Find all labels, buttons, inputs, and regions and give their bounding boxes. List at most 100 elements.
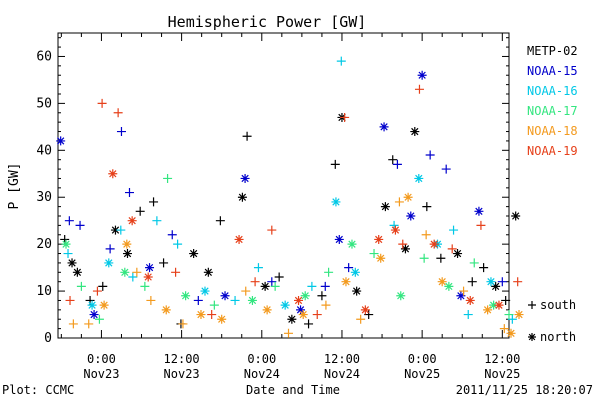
data-point-north [108, 169, 118, 179]
legend-entry-noaa-19: NOAA-19 [527, 144, 578, 158]
y-axis-label: P [GW] [7, 163, 22, 210]
x-axis-label: Date and Time [246, 383, 340, 397]
data-point-south [320, 281, 330, 291]
data-point-north [89, 310, 99, 320]
series-noaa-17 [61, 173, 514, 324]
data-point-north [379, 122, 389, 132]
data-point-north [294, 295, 304, 305]
data-point-north [410, 127, 420, 137]
data-point-south [250, 277, 260, 287]
data-point-south [267, 277, 277, 287]
data-point-north [61, 239, 71, 249]
legend-entry-noaa-17: NOAA-17 [527, 104, 578, 118]
data-point-north [406, 211, 416, 221]
data-point-north [87, 300, 97, 310]
data-point-south [76, 281, 86, 291]
data-point-north [444, 281, 454, 291]
data-point-north [334, 234, 344, 244]
data-point-north [429, 239, 439, 249]
data-point-south [504, 310, 514, 320]
data-point-north [456, 291, 466, 301]
series-noaa-16 [63, 56, 517, 324]
legend-entry-metp-02: METP-02 [527, 44, 578, 58]
data-point-north [237, 192, 247, 202]
x-tick-time-label: 12:00 [324, 352, 360, 366]
data-point-south [284, 328, 294, 338]
data-point-north [396, 291, 406, 301]
data-point-south [97, 98, 107, 108]
data-point-south [135, 206, 145, 216]
y-axis-ticks: 0 10 20 30 40 50 60 [36, 37, 509, 346]
hemisphere-marker-legend: south north [528, 298, 576, 344]
data-point-north [360, 305, 370, 315]
x-tick-date-label: Nov23 [83, 367, 119, 381]
data-point-south [116, 127, 126, 137]
data-point-south [344, 263, 354, 273]
data-point-north [280, 300, 290, 310]
data-point-north [240, 173, 250, 183]
data-point-north [417, 70, 427, 80]
data-point-north [104, 258, 114, 268]
data-point-south [356, 314, 366, 324]
data-point-north [331, 197, 341, 207]
data-point-north [234, 234, 244, 244]
data-point-south [146, 295, 156, 305]
plot-credit: Plot: CCMC [2, 383, 74, 397]
data-point-south [242, 131, 252, 141]
data-point-south [98, 281, 108, 291]
data-point-south [398, 239, 408, 249]
data-point-north [376, 253, 386, 263]
data-point-south [207, 310, 217, 320]
data-point-south [513, 277, 523, 287]
data-point-north [220, 291, 230, 301]
data-point-north [437, 277, 447, 287]
y-tick-label: 50 [36, 96, 52, 111]
data-point-south [113, 108, 123, 118]
data-point-north [491, 281, 501, 291]
data-point-north [262, 305, 272, 315]
data-point-north [296, 305, 306, 315]
data-point-south [253, 263, 263, 273]
data-point-south [392, 159, 402, 169]
data-point-south [312, 310, 322, 320]
data-point-south [364, 310, 374, 320]
data-point-south [94, 314, 104, 324]
data-point-south [388, 155, 398, 165]
data-point-north [494, 300, 504, 310]
data-point-south [479, 263, 489, 273]
y-tick-label: 0 [44, 331, 52, 346]
data-point-north [489, 300, 499, 310]
x-tick-time-label: 12:00 [484, 352, 520, 366]
data-point-south [463, 310, 473, 320]
data-point-south [64, 216, 74, 226]
data-point-south [128, 272, 138, 282]
plot-frame [57, 32, 510, 339]
data-point-south [230, 295, 240, 305]
data-point-south [171, 267, 181, 277]
data-point-south [152, 216, 162, 226]
data-point-north [352, 286, 362, 296]
data-point-south [422, 202, 432, 212]
data-point-north [161, 305, 171, 315]
x-tick-time-label: 12:00 [164, 352, 200, 366]
data-point-south [132, 267, 142, 277]
y-tick-label: 10 [36, 284, 52, 299]
data-point-south [241, 286, 251, 296]
data-point-south [447, 244, 457, 254]
data-point-south [193, 295, 203, 305]
series-metp-02 [60, 112, 521, 329]
data-point-south [270, 281, 280, 291]
x-tick-date-label: Nov24 [244, 367, 280, 381]
data-point-north [56, 136, 66, 146]
data-point-south [321, 300, 331, 310]
data-point-north [72, 267, 82, 277]
data-point-south [116, 225, 126, 235]
data-point-south [317, 291, 327, 301]
data-point-north [196, 310, 206, 320]
x-axis-ticks: 0:00Nov2312:00Nov230:00Nov2412:00Nov240:… [60, 33, 520, 381]
data-point-north [514, 310, 524, 320]
data-point-south [507, 314, 517, 324]
data-point-north [145, 263, 155, 273]
